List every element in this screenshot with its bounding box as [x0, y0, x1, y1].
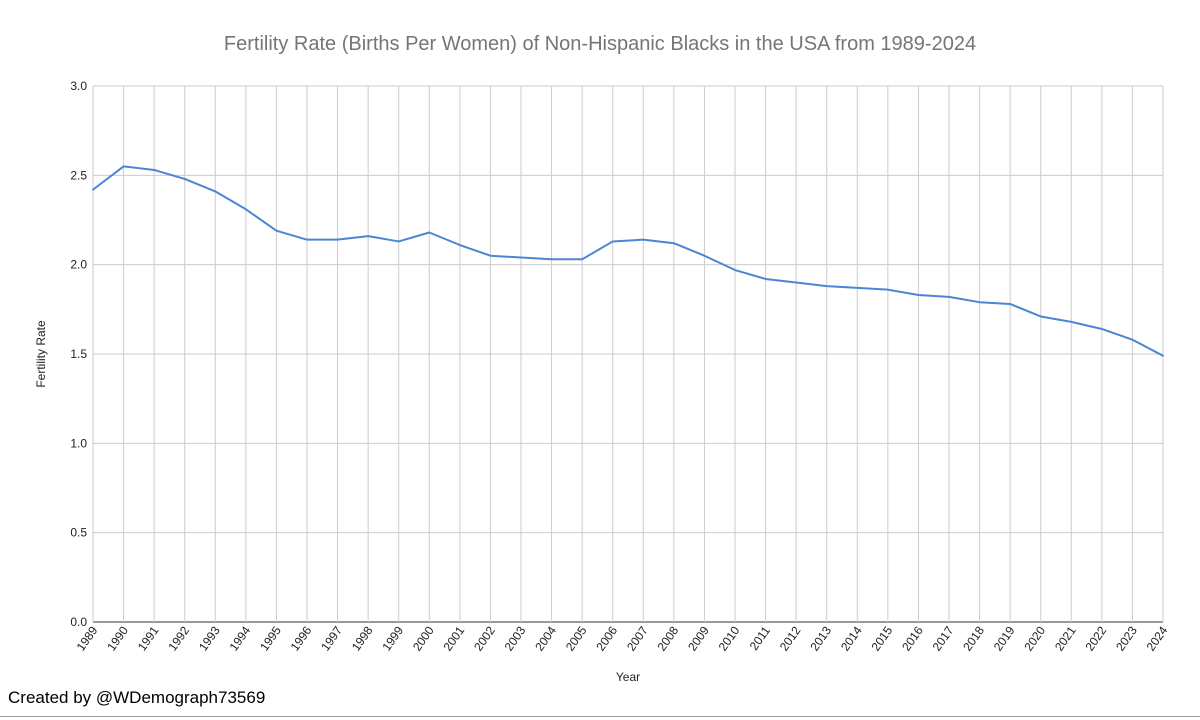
series-line: [92, 165, 1164, 357]
x-tick-label: 2013: [807, 623, 834, 653]
bottom-divider: [0, 716, 1200, 717]
x-tick-label: 2000: [410, 623, 437, 653]
x-tick-label: 2020: [1021, 623, 1048, 653]
x-tick-label: 2022: [1083, 623, 1110, 653]
x-tick-label: 2019: [991, 623, 1018, 653]
x-tick-label: 2021: [1052, 623, 1079, 653]
y-tick-label: 2.5: [70, 168, 87, 182]
series-group: [92, 165, 1164, 357]
chart-title: Fertility Rate (Births Per Women) of Non…: [223, 33, 977, 55]
x-tick-label: 2005: [563, 623, 590, 653]
x-tick-label: 2004: [532, 623, 559, 653]
x-tick-label: 1990: [104, 623, 131, 653]
y-axis-ticks: 0.0 0.5 1.0 1.5 2.0 2.5 3.0: [70, 79, 87, 629]
x-tick-label: 2016: [899, 623, 926, 653]
x-tick-label: 1992: [165, 623, 192, 653]
x-tick-label: 2002: [471, 623, 498, 653]
y-tick-label: 1.0: [70, 436, 87, 450]
x-tick-label: 1995: [257, 623, 284, 653]
y-axis-label: Fertility Rate: [34, 320, 48, 388]
x-tick-label: 2009: [685, 623, 712, 653]
x-tick-label: 1998: [349, 623, 376, 653]
credit-text: Created by @WDemograph73569: [8, 688, 266, 707]
y-tick-label: 0.0: [70, 615, 87, 629]
x-tick-label: 2006: [593, 623, 620, 653]
gridlines: [92, 85, 1164, 623]
x-tick-label: 2023: [1113, 623, 1140, 653]
x-tick-label: 2018: [960, 623, 987, 653]
x-tick-label: 2001: [441, 623, 468, 653]
y-tick-label: 1.5: [70, 347, 87, 361]
x-tick-label: 1997: [318, 623, 345, 653]
x-tick-label: 2003: [502, 623, 529, 653]
x-axis-label: Year: [616, 670, 640, 684]
x-tick-label: 2014: [838, 623, 865, 653]
x-tick-label: 1999: [379, 623, 406, 653]
x-tick-label: 2017: [930, 623, 957, 653]
x-tick-label: 1991: [135, 623, 162, 653]
x-tick-label: 2007: [624, 623, 651, 653]
y-tick-label: 3.0: [70, 79, 87, 93]
x-tick-label: 2012: [777, 623, 804, 653]
x-tick-label: 1996: [288, 623, 315, 653]
x-tick-label: 1993: [196, 623, 223, 653]
y-tick-label: 0.5: [70, 526, 87, 540]
x-tick-label: 2011: [747, 623, 773, 652]
x-tick-label: 2008: [655, 623, 682, 653]
y-tick-label: 2.0: [70, 258, 87, 272]
x-tick-label: 1994: [227, 623, 254, 653]
x-tick-label: 2010: [716, 623, 743, 653]
x-axis-ticks: 1989 1990 1991 1992 1993 1994 1995 1996 1997 1998…: [74, 623, 1171, 653]
x-tick-label: 2024: [1144, 623, 1171, 653]
x-tick-label: 2015: [869, 623, 896, 653]
